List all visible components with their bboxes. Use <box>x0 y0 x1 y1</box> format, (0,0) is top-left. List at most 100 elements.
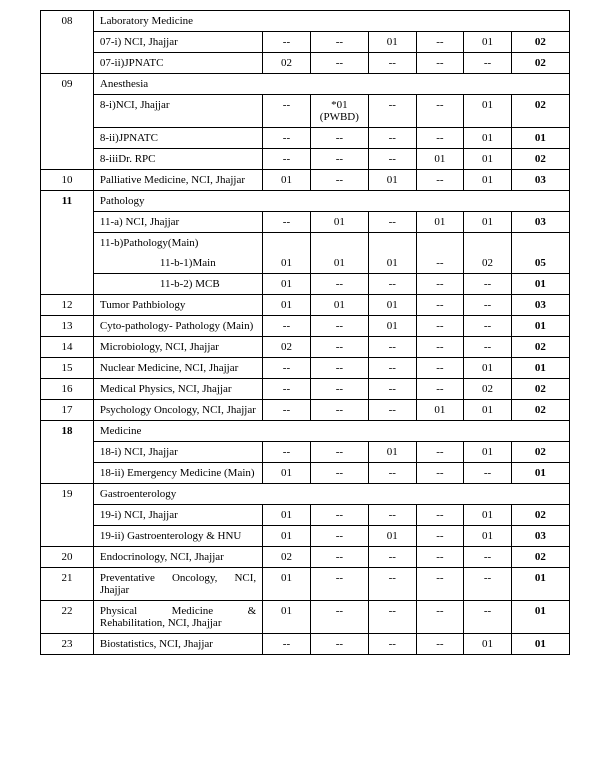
value-cell: -- <box>310 505 368 526</box>
value-cell: -- <box>368 379 416 400</box>
table-row: 11-b-2) MCB01--------01 <box>41 274 570 295</box>
department-name: 8-i)NCI, Jhajjar <box>93 95 262 128</box>
table-row: 8-ii)JPNATC--------0101 <box>41 128 570 149</box>
table-row: 09Anesthesia <box>41 74 570 95</box>
value-cell: -- <box>368 274 416 295</box>
value-cell: -- <box>310 337 368 358</box>
value-cell: *01 (PWBD) <box>310 95 368 128</box>
value-cell: -- <box>368 95 416 128</box>
value-cell: -- <box>310 526 368 547</box>
value-cell: 01 <box>511 568 569 601</box>
department-name: 18-i) NCI, Jhajjar <box>93 442 262 463</box>
value-cell: 03 <box>511 212 569 233</box>
value-cell: -- <box>263 400 311 421</box>
value-cell: -- <box>368 463 416 484</box>
serial-number: 20 <box>41 547 94 568</box>
table-row: 23Biostatistics, NCI, Jhajjar--------010… <box>41 634 570 655</box>
value-cell: -- <box>368 634 416 655</box>
value-cell: 02 <box>511 149 569 170</box>
value-cell: -- <box>416 526 464 547</box>
department-header: Gastroenterology <box>93 484 569 505</box>
department-name: Biostatistics, NCI, Jhajjar <box>93 634 262 655</box>
value-cell: -- <box>310 128 368 149</box>
value-cell: 02 <box>464 379 512 400</box>
value-cell: 01 <box>263 526 311 547</box>
value-cell: 01 <box>416 149 464 170</box>
value-cell: 01 <box>464 505 512 526</box>
value-cell: -- <box>263 358 311 379</box>
value-cell: 01 <box>511 601 569 634</box>
value-cell: 02 <box>263 53 311 74</box>
value-cell: 01 <box>511 274 569 295</box>
value-cell: 01 <box>464 634 512 655</box>
value-cell: -- <box>464 463 512 484</box>
table-row: 13Cyto-pathology- Pathology (Main)----01… <box>41 316 570 337</box>
table-row: 15Nuclear Medicine, NCI, Jhajjar--------… <box>41 358 570 379</box>
value-cell: 03 <box>511 170 569 191</box>
value-cell: -- <box>464 568 512 601</box>
table-row: 07-ii)JPNATC02--------02 <box>41 53 570 74</box>
value-cell: 02 <box>263 337 311 358</box>
value-cell <box>511 233 569 254</box>
value-cell: -- <box>310 547 368 568</box>
department-name: Preventative Oncology, NCI, Jhajjar <box>93 568 262 601</box>
value-cell: 01 <box>368 170 416 191</box>
value-cell: -- <box>416 634 464 655</box>
value-cell: 02 <box>511 400 569 421</box>
value-cell: 01 <box>310 295 368 316</box>
department-name: 11-b)Pathology(Main) <box>93 233 262 254</box>
department-name: 8-ii)JPNATC <box>93 128 262 149</box>
value-cell: 02 <box>511 379 569 400</box>
value-cell: 01 <box>511 634 569 655</box>
value-cell: 01 <box>310 212 368 233</box>
value-cell: -- <box>464 53 512 74</box>
serial-number: 09 <box>41 74 94 170</box>
value-cell: 01 <box>464 170 512 191</box>
value-cell: 05 <box>511 253 569 274</box>
table-row: 18Medicine <box>41 421 570 442</box>
serial-number: 23 <box>41 634 94 655</box>
value-cell: 02 <box>511 32 569 53</box>
table-row: 17Psychology Oncology, NCI, Jhajjar-----… <box>41 400 570 421</box>
table-row: 19Gastroenterology <box>41 484 570 505</box>
value-cell: 01 <box>511 358 569 379</box>
value-cell: -- <box>416 358 464 379</box>
value-cell: -- <box>464 547 512 568</box>
value-cell: 01 <box>310 253 368 274</box>
serial-number: 11 <box>41 191 94 295</box>
table-row: 18-i) NCI, Jhajjar----01--0102 <box>41 442 570 463</box>
table-row: 16Medical Physics, NCI, Jhajjar--------0… <box>41 379 570 400</box>
table-row: 19-ii) Gastroenterology & HNU01--01--010… <box>41 526 570 547</box>
value-cell: -- <box>416 53 464 74</box>
value-cell: 01 <box>263 274 311 295</box>
table-row: 11Pathology <box>41 191 570 212</box>
department-name: 19-i) NCI, Jhajjar <box>93 505 262 526</box>
value-cell: -- <box>416 568 464 601</box>
serial-number: 14 <box>41 337 94 358</box>
value-cell: -- <box>368 568 416 601</box>
table-row: 21Preventative Oncology, NCI, Jhajjar01-… <box>41 568 570 601</box>
value-cell: -- <box>416 463 464 484</box>
value-cell: -- <box>416 337 464 358</box>
value-cell: -- <box>310 32 368 53</box>
value-cell: -- <box>464 316 512 337</box>
department-name: Microbiology, NCI, Jhajjar <box>93 337 262 358</box>
value-cell: -- <box>368 53 416 74</box>
table-row: 11-b-1)Main010101--0205 <box>41 253 570 274</box>
value-cell: -- <box>263 379 311 400</box>
value-cell: -- <box>310 316 368 337</box>
value-cell: 01 <box>511 463 569 484</box>
value-cell: -- <box>416 547 464 568</box>
value-cell: 01 <box>368 253 416 274</box>
value-cell: -- <box>416 128 464 149</box>
value-cell: -- <box>263 212 311 233</box>
value-cell: -- <box>263 95 311 128</box>
table-row: 08Laboratory Medicine <box>41 11 570 32</box>
value-cell: 02 <box>511 442 569 463</box>
serial-number: 12 <box>41 295 94 316</box>
department-name: 19-ii) Gastroenterology & HNU <box>93 526 262 547</box>
department-name: 8-iiiDr. RPC <box>93 149 262 170</box>
table-row: 07-i) NCI, Jhajjar----01--0102 <box>41 32 570 53</box>
department-header: Medicine <box>93 421 569 442</box>
value-cell: 01 <box>368 295 416 316</box>
